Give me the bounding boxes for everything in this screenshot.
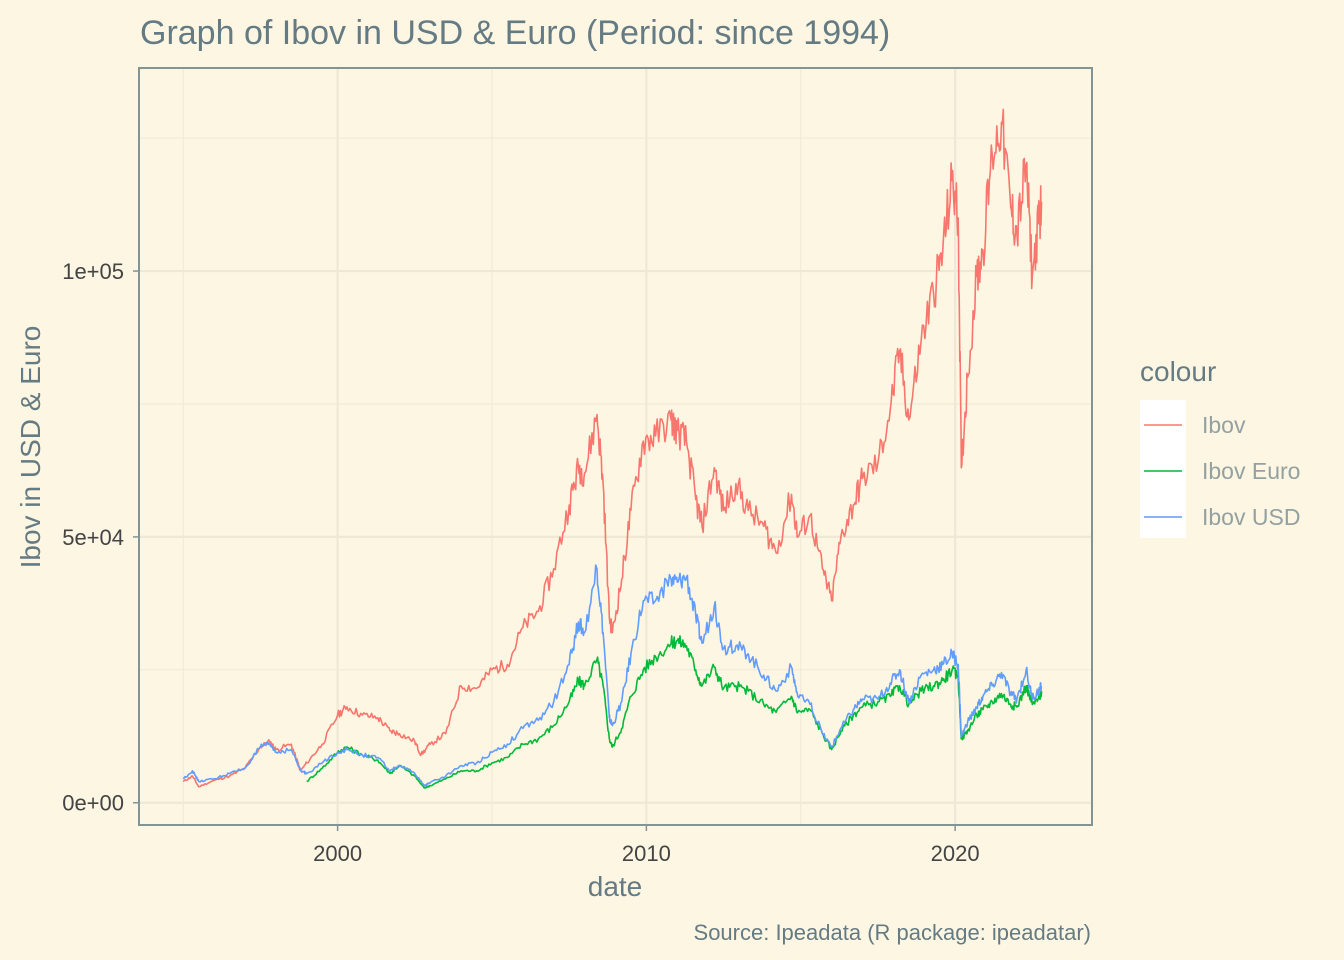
grid-layer (140, 69, 1091, 824)
legend: colour Ibov Ibov Euro Ibov USD (1140, 356, 1300, 538)
series-line-ibov-usd (182, 564, 1043, 787)
x-axis-title: date (588, 871, 643, 902)
x-tick-label: 2010 (622, 841, 671, 866)
legend-label-ibov-euro: Ibov Euro (1202, 458, 1300, 484)
axis-layer: 2000 2010 2020 0e+00 5e+04 1e+05 (62, 259, 979, 866)
legend-label-ibov-usd: Ibov USD (1202, 504, 1300, 530)
series-line-ibov-euro (306, 635, 1043, 789)
y-axis-title: Ibov in USD & Euro (15, 326, 46, 569)
source-caption: Source: Ipeadata (R package: ipeadatar) (694, 920, 1091, 945)
x-tick-label: 2020 (931, 841, 980, 866)
series-line-ibov (182, 108, 1043, 788)
x-tick-label: 2000 (313, 841, 362, 866)
chart-title: Graph of Ibov in USD & Euro (Period: sin… (140, 14, 890, 52)
plot-panel-border (138, 67, 1093, 826)
legend-title: colour (1140, 356, 1216, 387)
y-tick-label: 5e+04 (62, 525, 124, 550)
y-tick-label: 1e+05 (62, 259, 124, 284)
series-layer (182, 108, 1043, 789)
legend-entries: Ibov Ibov Euro Ibov USD (1144, 412, 1300, 530)
legend-label-ibov: Ibov (1202, 412, 1246, 438)
y-tick-label: 0e+00 (62, 791, 124, 816)
legend-key-background (1140, 400, 1186, 538)
